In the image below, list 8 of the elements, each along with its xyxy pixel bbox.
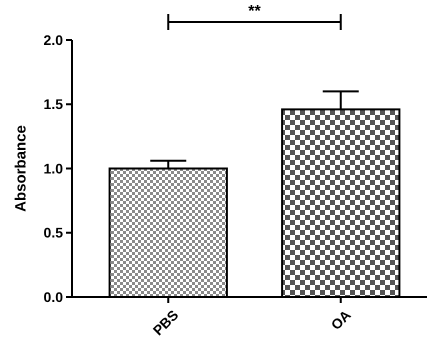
- y-tick-label: 1.0: [44, 160, 64, 176]
- y-tick-label: 2.0: [44, 32, 64, 48]
- y-tick-label: 0.0: [44, 288, 64, 305]
- y-axis-title: Absorbance: [12, 125, 30, 212]
- x-tick-label: OA: [328, 306, 354, 333]
- text: **: [248, 3, 262, 20]
- y-tick-label: 0.5: [44, 224, 64, 241]
- y-tick-label: 1.5: [44, 96, 64, 112]
